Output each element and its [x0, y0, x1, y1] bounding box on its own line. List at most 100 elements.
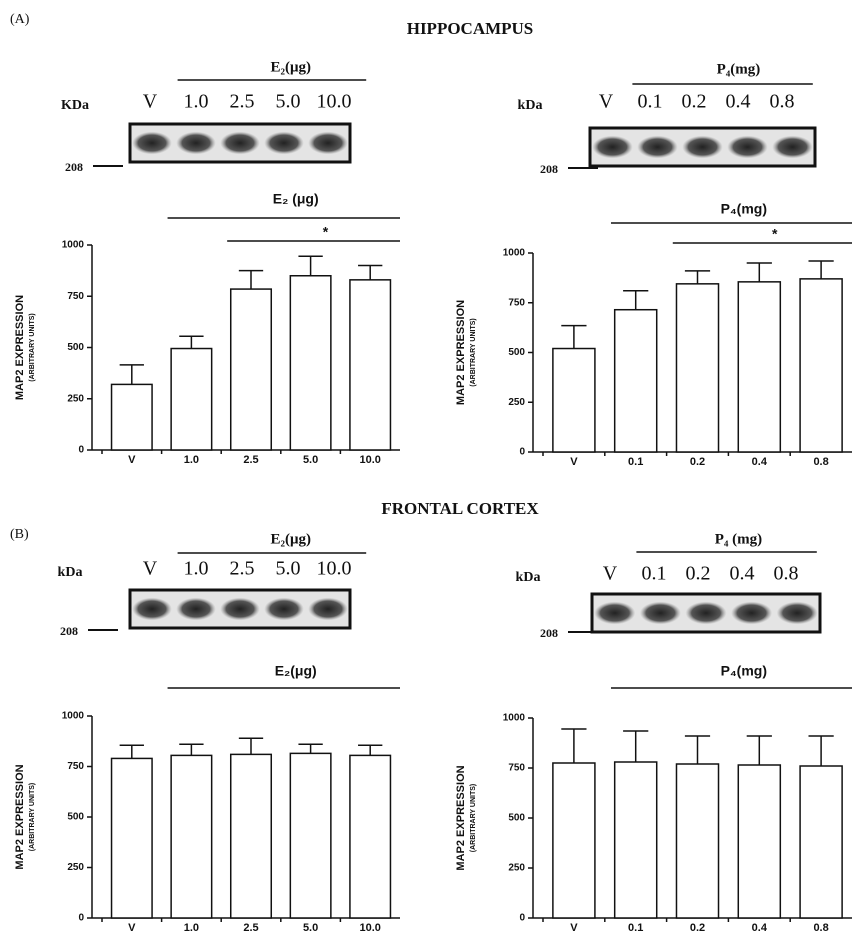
y-tick-label: 250	[67, 862, 84, 873]
blot-lane-label: 5.0	[276, 91, 301, 113]
blot-marker: 208	[540, 626, 558, 640]
bar	[290, 276, 331, 450]
x-tick-label: 0.1	[628, 456, 643, 468]
x-tick-label: 5.0	[303, 454, 318, 466]
group-label: P₄(mg)	[721, 201, 767, 217]
blot-band	[777, 602, 818, 625]
y-axis-title: MAP2 EXPRESSION	[14, 764, 26, 869]
blot-band	[132, 598, 172, 621]
x-tick-label: 0.8	[813, 456, 828, 468]
x-tick-label: 0.4	[752, 922, 768, 934]
blot-lane-label: V	[143, 91, 158, 113]
blot-lane-label: 0.2	[686, 563, 711, 585]
x-tick-label: 0.1	[628, 922, 643, 934]
x-tick-label: 2.5	[243, 454, 258, 466]
bar	[231, 289, 272, 450]
blot-lane-label: 2.5	[230, 558, 255, 580]
y-tick-label: 1000	[62, 711, 85, 722]
y-tick-label: 1000	[503, 713, 526, 724]
significance: *	[772, 226, 778, 242]
y-tick-label: 0	[519, 913, 525, 924]
bar	[676, 764, 718, 918]
y-tick-label: 750	[67, 761, 84, 772]
bar	[350, 280, 391, 450]
blot-band	[132, 132, 172, 155]
y-tick-label: 250	[67, 393, 84, 404]
blot-band	[308, 132, 348, 155]
x-tick-label: 0.8	[813, 922, 828, 934]
blot-band	[685, 602, 726, 625]
blot-lane-label: 1.0	[184, 558, 209, 580]
y-tick-label: 500	[67, 812, 84, 823]
y-tick-label: 1000	[503, 248, 526, 259]
x-tick-label: 10.0	[359, 454, 380, 466]
blot-band	[682, 136, 723, 159]
bar	[615, 762, 657, 918]
blot-band	[731, 602, 772, 625]
blot-lane-label: 1.0	[184, 91, 209, 113]
bar	[112, 758, 153, 918]
x-tick-label: 10.0	[359, 922, 380, 934]
figure: (A) HIPPOCAMPUS (B) FRONTAL CORTEX E₂(μg…	[0, 0, 857, 934]
y-tick-label: 250	[508, 397, 525, 408]
blot-marker: 208	[60, 624, 78, 638]
bar	[738, 282, 780, 452]
bar	[171, 349, 212, 450]
blot-header: E₂(μg)	[271, 59, 312, 75]
y-tick-label: 750	[508, 763, 525, 774]
group-label: E₂ (μg)	[273, 191, 319, 207]
blot-band	[176, 132, 216, 155]
blot-band	[264, 598, 304, 621]
y-tick-label: 1000	[62, 240, 85, 251]
blot-lane-label: 10.0	[317, 91, 352, 113]
y-tick-label: 0	[519, 447, 525, 458]
group-label: E₂(μg)	[275, 663, 317, 679]
bar	[112, 384, 153, 450]
x-tick-label: V	[128, 454, 136, 466]
blot-unit: kDa	[58, 565, 83, 580]
bar	[350, 755, 391, 918]
y-tick-label: 750	[508, 297, 525, 308]
blot-lane-label: 0.8	[770, 91, 795, 113]
y-tick-label: 750	[67, 291, 84, 302]
blot-band	[308, 598, 348, 621]
x-tick-label: 0.4	[752, 456, 768, 468]
y-tick-label: 0	[78, 913, 84, 924]
blot-lane-label: 5.0	[276, 558, 301, 580]
bar	[171, 755, 212, 918]
blot-band	[727, 136, 768, 159]
section-title: FRONTAL CORTEX	[381, 499, 539, 518]
blot-unit: KDa	[61, 98, 89, 113]
blot-band	[264, 132, 304, 155]
y-axis-title: MAP2 EXPRESSION	[455, 300, 467, 405]
bar	[676, 284, 718, 452]
x-tick-label: V	[570, 456, 578, 468]
bar	[553, 349, 595, 452]
blot-lane-label: 0.8	[774, 563, 799, 585]
bar	[615, 310, 657, 452]
blot-band	[640, 602, 681, 625]
y-axis-subtitle: (ARBITRARY UNITS)	[470, 318, 477, 386]
blot-lane-label: 0.1	[638, 91, 663, 113]
blot-lane-label: 10.0	[317, 558, 352, 580]
panel-letter: (A)	[10, 12, 30, 27]
y-axis-title: MAP2 EXPRESSION	[14, 295, 26, 400]
bar	[800, 279, 842, 452]
blot-lane-label: 0.1	[642, 563, 667, 585]
blot-lane-label: 0.2	[682, 91, 707, 113]
blot-band	[176, 598, 216, 621]
significance: *	[323, 224, 329, 240]
y-tick-label: 500	[508, 347, 525, 358]
y-tick-label: 500	[67, 342, 84, 353]
y-axis-subtitle: (ARBITRARY UNITS)	[29, 783, 36, 851]
blot-lane-label: 2.5	[230, 91, 255, 113]
blot-band	[772, 136, 813, 159]
x-tick-label: 0.2	[690, 922, 705, 934]
y-axis-subtitle: (ARBITRARY UNITS)	[29, 313, 36, 381]
bar	[290, 753, 331, 918]
bar	[738, 765, 780, 918]
blot-lane-label: V	[599, 91, 614, 113]
x-tick-label: 2.5	[243, 922, 258, 934]
bar	[800, 766, 842, 918]
x-tick-label: 0.2	[690, 456, 705, 468]
